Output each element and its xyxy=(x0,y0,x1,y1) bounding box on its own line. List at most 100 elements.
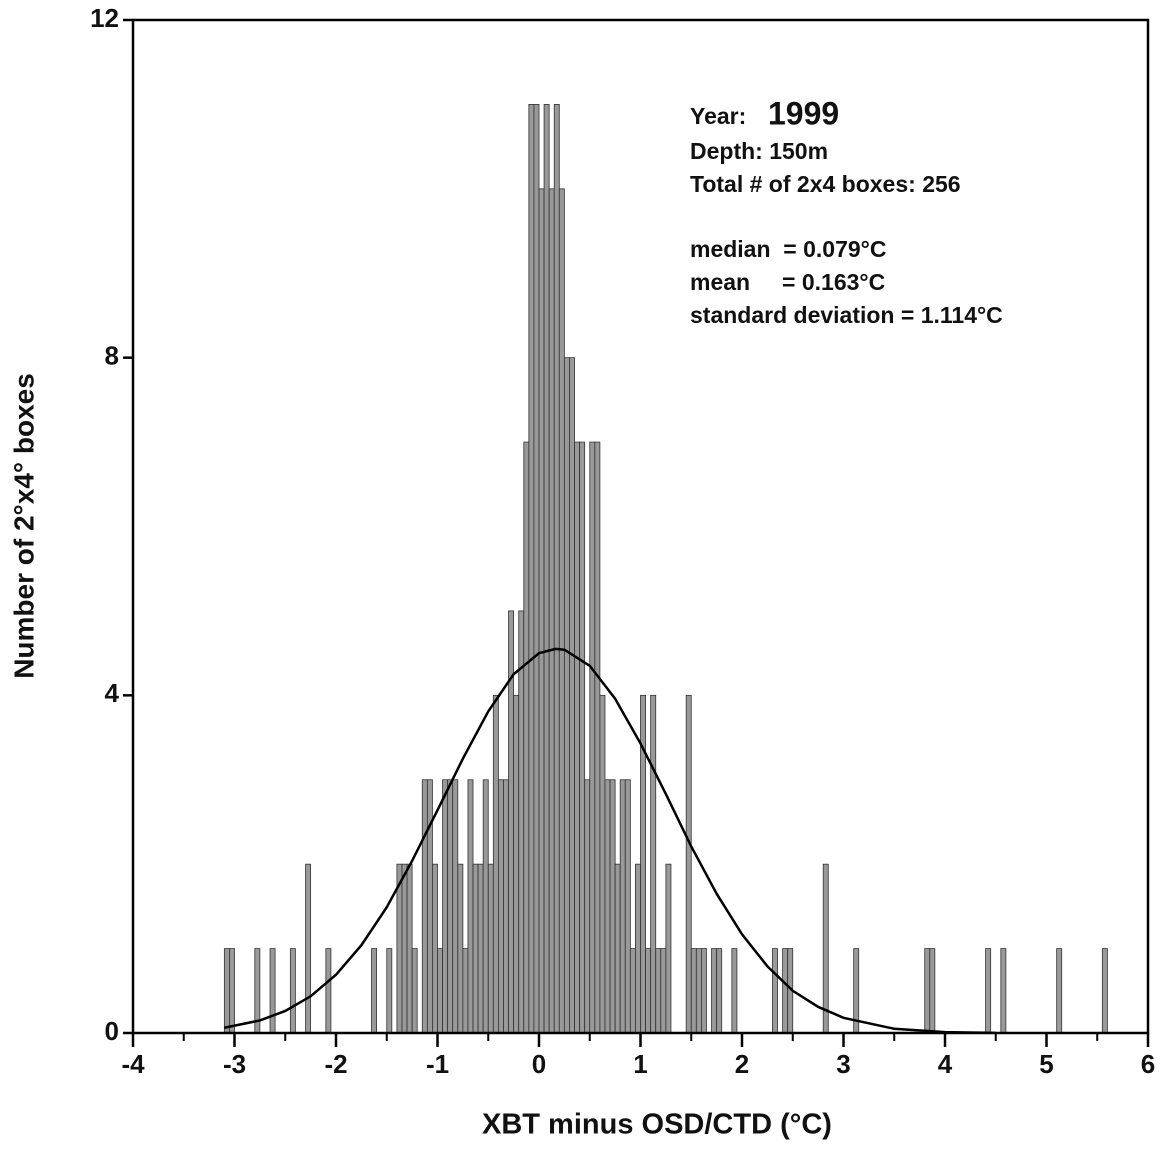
bar xyxy=(655,948,662,1034)
x-tick-label: 5 xyxy=(1039,1049,1053,1079)
bar xyxy=(467,779,474,1034)
bar xyxy=(533,104,540,1034)
y-tick-label: 4 xyxy=(105,678,120,708)
bar xyxy=(579,441,586,1034)
bar xyxy=(497,779,504,1034)
bar xyxy=(619,779,626,1034)
bar xyxy=(442,779,449,1034)
y-tick-label: 0 xyxy=(105,1016,119,1046)
bar xyxy=(629,948,636,1034)
x-tick-label: -4 xyxy=(121,1049,145,1079)
bar xyxy=(523,441,530,1034)
bar xyxy=(432,863,438,1034)
bar xyxy=(437,948,443,1034)
bar xyxy=(325,948,332,1034)
bar xyxy=(924,948,931,1034)
bar xyxy=(1056,948,1063,1034)
bar xyxy=(822,863,829,1034)
x-tick-label: -2 xyxy=(324,1049,347,1079)
bar xyxy=(447,779,454,1034)
bar xyxy=(223,948,230,1034)
bar xyxy=(462,948,469,1034)
bar xyxy=(538,188,545,1034)
bar xyxy=(563,357,570,1034)
bar xyxy=(1101,948,1108,1034)
bar xyxy=(289,948,296,1034)
bar xyxy=(650,694,657,1034)
bar xyxy=(421,779,428,1034)
x-tick-label: 1 xyxy=(633,1049,647,1079)
fit-curve xyxy=(224,647,996,1035)
x-axis-label: XBT minus OSD/CTD (°C) xyxy=(482,1109,832,1141)
bar xyxy=(477,863,484,1034)
bar xyxy=(305,863,312,1034)
bar xyxy=(528,104,535,1034)
bar xyxy=(614,863,621,1034)
bar xyxy=(558,188,565,1034)
y-tick-label: 8 xyxy=(105,341,119,371)
x-tick-label: 0 xyxy=(532,1049,546,1079)
bar xyxy=(452,779,459,1034)
bar xyxy=(772,948,778,1034)
bar xyxy=(371,948,377,1034)
bar xyxy=(269,948,276,1034)
x-tick-label: -1 xyxy=(426,1049,449,1079)
bar xyxy=(635,863,641,1034)
bar xyxy=(401,863,408,1034)
bar xyxy=(695,948,702,1034)
year: 1999 xyxy=(768,95,839,131)
annotation: Depth: 150m xyxy=(690,138,828,164)
bar xyxy=(406,863,413,1034)
bar xyxy=(503,779,509,1034)
annotation: standard deviation = 1.114°C xyxy=(690,302,1003,328)
bar xyxy=(1000,948,1007,1034)
year-label: Year: xyxy=(690,103,746,129)
bar xyxy=(457,863,464,1034)
bar xyxy=(513,694,520,1034)
bar xyxy=(690,948,697,1034)
bar xyxy=(604,779,611,1034)
bar xyxy=(599,694,606,1034)
bar xyxy=(553,104,560,1034)
bar xyxy=(482,779,489,1034)
bar xyxy=(548,188,555,1034)
annotation: mean = 0.163°C xyxy=(690,269,885,295)
bar xyxy=(665,863,672,1034)
bar xyxy=(716,948,723,1034)
bar xyxy=(411,948,418,1034)
bar xyxy=(711,948,718,1034)
bar xyxy=(518,610,525,1034)
bar xyxy=(731,948,738,1034)
bar xyxy=(609,779,616,1034)
bar xyxy=(782,948,789,1034)
y-tick-label: 12 xyxy=(90,3,119,33)
x-tick-label: 3 xyxy=(836,1049,850,1079)
x-tick-label: 6 xyxy=(1141,1049,1155,1079)
bar xyxy=(386,948,393,1034)
x-tick-label: 4 xyxy=(938,1049,953,1079)
bar xyxy=(929,948,936,1034)
bar xyxy=(584,779,591,1034)
bar xyxy=(492,694,499,1034)
bar xyxy=(701,948,707,1034)
annotation: Total # of 2x4 boxes: 256 xyxy=(690,171,961,197)
y-axis-label: Number of 2°x4° boxes xyxy=(8,373,39,679)
bar xyxy=(589,441,596,1034)
bar xyxy=(472,863,479,1034)
bar xyxy=(624,779,631,1034)
bar xyxy=(985,948,992,1034)
bar xyxy=(685,694,692,1034)
x-tick-label: 2 xyxy=(735,1049,749,1079)
bar xyxy=(229,948,235,1034)
bar xyxy=(660,948,667,1034)
annotation: median = 0.079°C xyxy=(690,236,887,262)
bar xyxy=(574,441,581,1034)
bar xyxy=(426,779,433,1034)
bar xyxy=(594,441,601,1034)
bar xyxy=(543,104,550,1034)
bar xyxy=(487,863,494,1034)
bar xyxy=(645,948,652,1034)
x-tick-label: -3 xyxy=(223,1049,246,1079)
bar xyxy=(569,357,575,1034)
